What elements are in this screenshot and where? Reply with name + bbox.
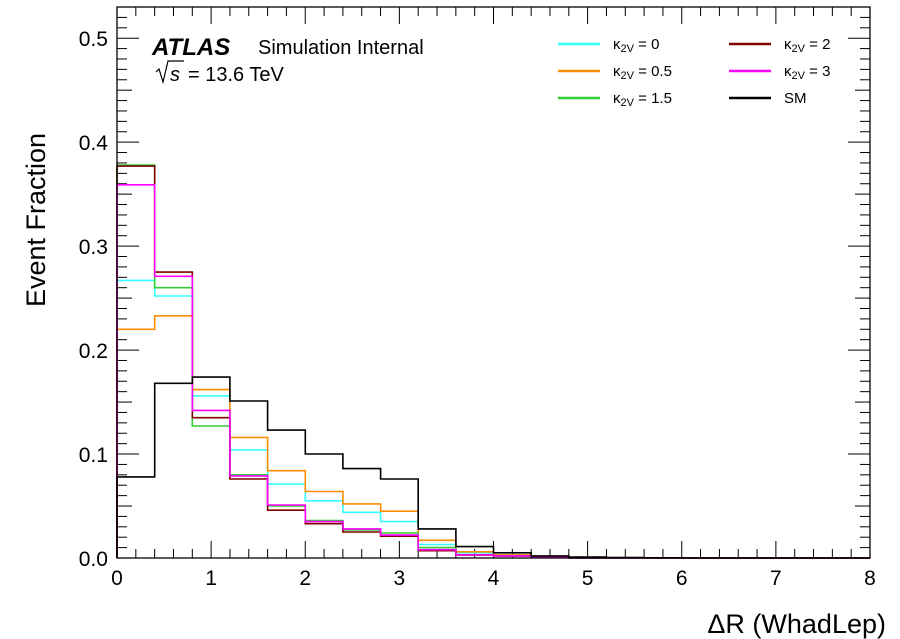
legend-label: κ2V = 2 <box>784 36 830 55</box>
energy-label: s = 13.6 TeV <box>155 60 284 86</box>
x-tick-label: 2 <box>299 567 311 590</box>
legend-label: κ2V = 0.5 <box>613 63 672 82</box>
y-tick-label: 0.0 <box>79 548 108 571</box>
x-tick-label: 1 <box>205 567 217 590</box>
legend-label: κ2V = 0 <box>613 36 659 55</box>
x-tick-label: 3 <box>394 567 406 590</box>
legend-label: κ2V = 1.5 <box>613 90 672 109</box>
y-tick-label: 0.1 <box>79 444 108 467</box>
x-tick-label: 4 <box>488 567 500 590</box>
series-group <box>116 164 870 559</box>
sqrt-symbol <box>155 60 184 85</box>
y-axis-title: Event Fraction <box>21 133 51 307</box>
legend: κ2V = 0 κ2V = 0.5 κ2V = 1.5 κ2V = 2 κ2V = 3 S… <box>558 36 830 109</box>
y-tick-label: 0.5 <box>79 28 108 51</box>
y-tick-label: 0.4 <box>79 132 109 155</box>
energy-value: = 13.6 TeV <box>188 64 284 86</box>
legend-label: SM <box>784 90 807 107</box>
x-axis-title: ΔR (WhadLep) <box>707 609 886 639</box>
x-tick-label: 0 <box>111 567 123 590</box>
energy-symbol: s <box>170 64 180 86</box>
plot-frame <box>116 6 871 559</box>
series-line <box>116 184 870 559</box>
x-tick-label: 8 <box>864 567 876 590</box>
atlas-label: ATLAS <box>151 34 230 61</box>
legend-label: κ2V = 3 <box>784 63 830 82</box>
x-tick-label: 7 <box>770 567 782 590</box>
y-tick-label: 0.3 <box>79 236 108 259</box>
x-tick-label: 5 <box>582 567 594 590</box>
y-tick-label: 0.2 <box>79 340 108 363</box>
atlas-sublabel: Simulation Internal <box>258 37 424 59</box>
series-line <box>116 164 870 559</box>
series-line <box>116 165 870 559</box>
axis-ticks: 0 1 2 3 4 5 6 7 8 0.0 0.1 0.2 0.3 0.4 0.5 <box>79 7 876 590</box>
x-tick-label: 6 <box>676 567 688 590</box>
